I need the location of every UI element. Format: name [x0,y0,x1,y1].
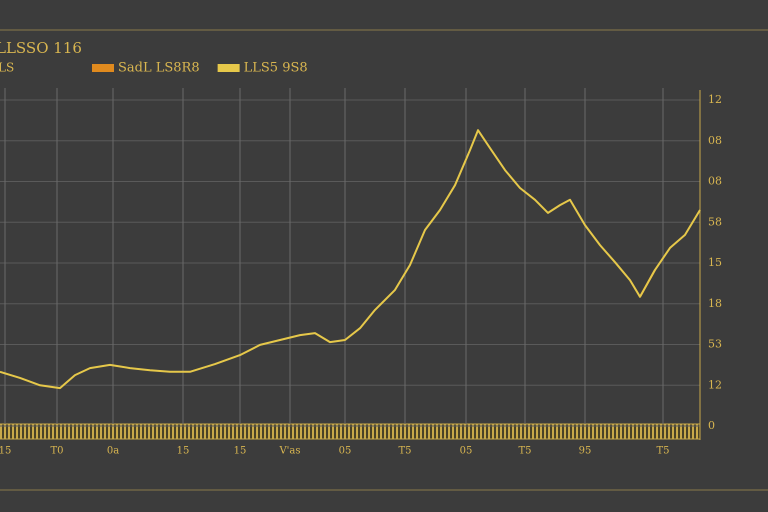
chart-subtitle: LS [0,61,14,75]
chart-title: LLSSO 116 [0,39,82,57]
legend-swatch [92,64,114,72]
y-tick-label: 18 [708,297,722,310]
x-tick-label: 05 [339,446,352,457]
line-series [0,129,701,390]
x-tick-label: T0 [50,446,63,457]
x-tick-label: V'as [278,446,300,457]
x-tick-label: T5 [656,446,669,457]
x-tick-label: T5 [518,446,531,457]
x-tick-label: 95 [579,446,592,457]
x-tick-label: 15 [177,446,190,457]
y-tick-label: 12 [708,378,722,391]
y-tick-label: 0 [708,419,715,432]
plot [0,129,701,390]
legend-label: LLS5 9S8 [244,61,308,76]
y-tick-label: 12 [708,93,722,106]
grid: 0 12 53 18 15 58 08 08 12 15 T0 0a 15 15 V'as 05 T5 05 T5 9… [0,88,722,457]
x-tick-label: 15 [234,446,247,457]
legend-swatch [217,64,240,72]
y-tick-label: 58 [708,215,722,228]
y-tick-label: 53 [708,338,722,351]
x-tick-label: T5 [398,446,411,457]
x-tick-label: 0a [107,446,119,457]
legend: SadL LS8R8 LLS5 9S8 [92,61,308,76]
x-tick-label: 05 [460,446,473,457]
y-tick-label: 08 [708,134,722,147]
legend-label: SadL LS8R8 [118,61,200,76]
y-tick-label: 15 [708,256,722,269]
y-tick-label: 08 [708,175,722,188]
x-tick-label: 15 [0,446,11,457]
